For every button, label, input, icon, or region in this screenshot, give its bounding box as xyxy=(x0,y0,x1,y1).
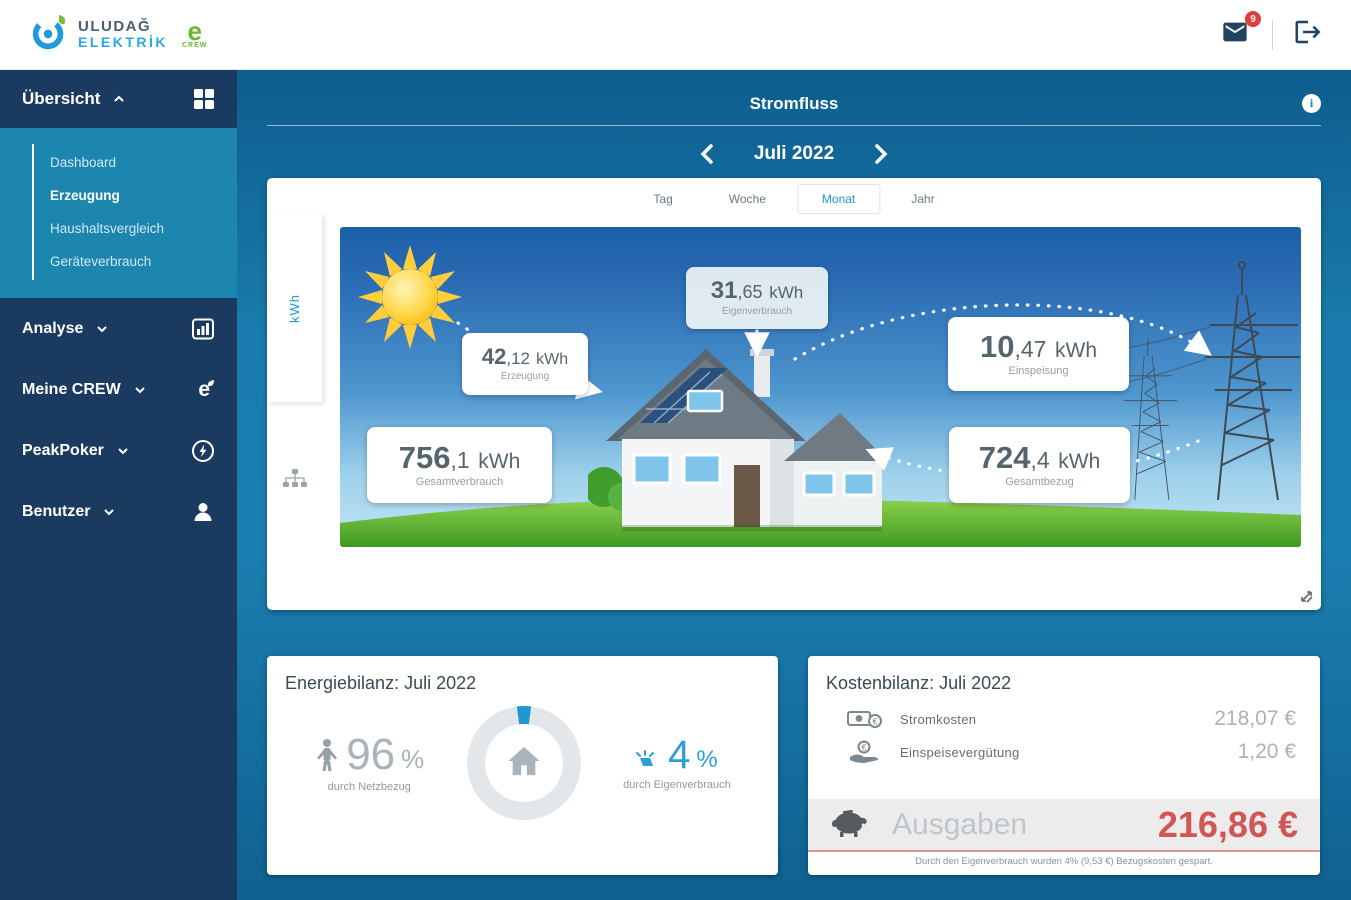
eigenverbrauch-stat: 4 % durch Eigenverbrauch xyxy=(623,733,731,791)
ausgaben-band: Ausgaben 216,86 € xyxy=(808,799,1320,852)
einspeiseverguetung-row: € Einspeisevergütung 1,20 € xyxy=(808,731,1320,764)
kostenbilanz-card: Kostenbilanz: Juli 2022 € Stromkosten 21… xyxy=(808,656,1320,875)
ausgaben-label: Ausgaben xyxy=(892,807,1028,841)
home-icon xyxy=(507,745,541,782)
tab-tag[interactable]: Tag xyxy=(653,192,673,206)
power-circle-icon xyxy=(191,439,215,463)
energy-flow-scene: 42,12 kWh Erzeugung 31,65 kWh Eigenverbr… xyxy=(340,227,1301,547)
eigenverbrauch-badge: 31,65 kWh Eigenverbrauch xyxy=(686,267,828,329)
messages-count-badge: 9 xyxy=(1245,11,1261,27)
sidebar-item-meine-crew[interactable]: Meine CREW e xyxy=(0,359,237,420)
donut-chart xyxy=(466,706,581,820)
energiebilanz-title: Energiebilanz: Juli 2022 xyxy=(285,673,477,693)
energiebilanz-card: Energiebilanz: Juli 2022 96 % xyxy=(267,656,778,875)
period-label: Juli 2022 xyxy=(753,143,835,164)
sidebar-item-geraeteverbrauch[interactable]: Geräteverbrauch xyxy=(50,254,152,269)
resize-handle[interactable] xyxy=(1299,589,1314,604)
topbar: ULUDAĞ ELEKTRİK e CREW 9 xyxy=(0,0,1351,70)
sidebar-item-uebersicht[interactable]: Übersicht xyxy=(0,70,237,128)
netzbezug-stat: 96 % durch Netzbezug xyxy=(314,733,424,793)
sidebar-item-dashboard[interactable]: Dashboard xyxy=(50,155,117,170)
tab-monat[interactable]: Monat xyxy=(796,184,881,214)
period-tabs: Tag Woche Monat Jahr xyxy=(628,184,959,214)
hand-coin-icon: € xyxy=(842,740,886,764)
messages-button[interactable]: 9 xyxy=(1218,11,1261,51)
svg-text:€: € xyxy=(861,743,866,753)
stromfluss-card: Tag Woche Monat Jahr kWh xyxy=(267,178,1321,610)
period-navigation: Juli 2022 xyxy=(237,140,1351,168)
crew-logo: e CREW xyxy=(182,15,208,50)
sidebar-item-haushaltsvergleich[interactable]: Haushaltsvergleich xyxy=(50,221,165,236)
power-pylons-graphic xyxy=(1110,261,1300,500)
sidebar: Übersicht Dashboard Erzeugung Haushaltsv… xyxy=(0,70,237,900)
money-icon: € xyxy=(842,708,886,730)
logo-swirl-icon xyxy=(28,11,70,58)
svg-text:€: € xyxy=(872,717,877,727)
logo-subname: ELEKTRİK xyxy=(78,34,168,51)
ausgaben-value: 216,86 € xyxy=(1157,803,1298,845)
topbar-divider xyxy=(1272,19,1273,50)
house-graphic xyxy=(588,349,888,531)
chevron-down-icon xyxy=(95,322,109,336)
envelope-icon xyxy=(1218,22,1252,50)
unit-tabs: kWh xyxy=(267,214,322,556)
next-period-button[interactable] xyxy=(870,140,892,168)
prev-period-button[interactable] xyxy=(696,140,718,168)
chevron-up-icon xyxy=(112,92,126,106)
dashboard-grid-icon xyxy=(193,88,215,110)
page-title: Stromfluss xyxy=(749,94,839,113)
title-divider xyxy=(267,125,1321,126)
einspeisung-badge: 10,47 kWh Einspeisung xyxy=(948,317,1129,391)
tab-jahr[interactable]: Jahr xyxy=(911,192,935,206)
sidebar-item-analyse[interactable]: Analyse xyxy=(0,298,237,359)
gesamtbezug-badge: 724,4 kWh Gesamtbezug xyxy=(949,427,1130,503)
chevron-down-icon xyxy=(116,444,130,458)
logo-name: ULUDAĞ xyxy=(78,18,152,36)
sidebar-item-erzeugung[interactable]: Erzeugung xyxy=(50,188,120,203)
tab-flow-diagram[interactable] xyxy=(267,406,322,556)
person-icon xyxy=(314,738,340,777)
logout-button[interactable] xyxy=(1293,17,1323,52)
main-content: Stromfluss i Juli 2022 Tag Woche Monat J… xyxy=(237,70,1351,900)
erzeugung-badge: 42,12 kWh Erzeugung xyxy=(462,333,588,395)
tab-kwh[interactable]: kWh xyxy=(267,214,322,402)
gesamtverbrauch-badge: 756,1 kWh Gesamtverbrauch xyxy=(367,427,552,503)
company-logo: ULUDAĞ ELEKTRİK e CREW xyxy=(28,11,207,58)
crew-e-icon: e xyxy=(198,379,215,400)
chevron-down-icon xyxy=(102,505,116,519)
logout-icon xyxy=(1293,17,1323,52)
bar-chart-icon xyxy=(191,317,215,341)
tab-woche[interactable]: Woche xyxy=(728,192,766,206)
sidebar-item-peakpoker[interactable]: PeakPoker xyxy=(0,420,237,481)
sidebar-item-benutzer[interactable]: Benutzer xyxy=(0,481,237,542)
sun-graphic xyxy=(358,245,462,349)
kostenbilanz-title: Kostenbilanz: Juli 2022 xyxy=(826,673,1012,693)
hierarchy-icon xyxy=(282,468,307,494)
user-icon xyxy=(191,500,215,524)
piggy-bank-icon xyxy=(830,806,870,843)
uebersicht-submenu: Dashboard Erzeugung Haushaltsvergleich G… xyxy=(0,128,237,298)
info-button[interactable]: i xyxy=(1302,94,1321,113)
solar-icon xyxy=(636,744,662,775)
savings-note: Durch den Eigenverbrauch wurden 4% (9,53… xyxy=(915,856,1213,867)
stromkosten-row: € Stromkosten 218,07 € xyxy=(808,698,1320,731)
chevron-down-icon xyxy=(133,383,147,397)
